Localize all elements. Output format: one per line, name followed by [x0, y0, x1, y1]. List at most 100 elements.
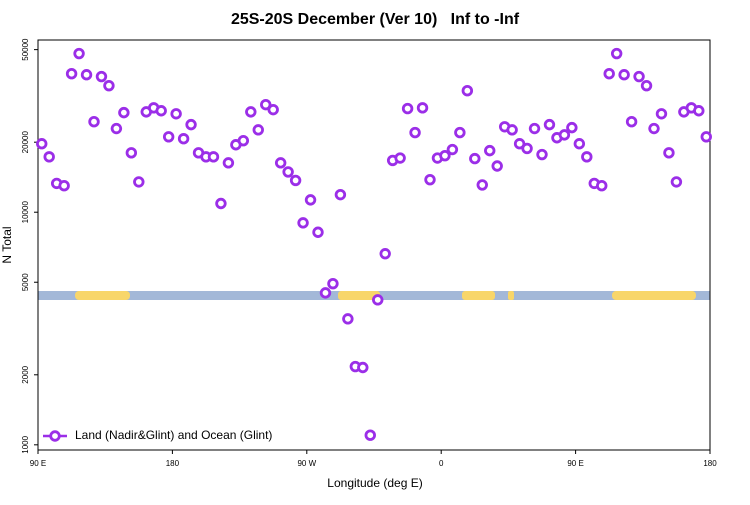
point	[110, 122, 123, 135]
point	[364, 429, 376, 441]
point	[640, 79, 653, 92]
point	[648, 122, 660, 135]
x-tick-label: 90 E	[567, 459, 583, 468]
point	[185, 118, 197, 131]
point	[319, 287, 332, 299]
y-axis-label: N Total	[0, 226, 14, 263]
point	[260, 98, 272, 111]
x-tick-label: 90 W	[297, 459, 316, 468]
point	[655, 108, 668, 120]
point	[536, 148, 548, 161]
point	[73, 47, 85, 60]
point	[267, 103, 279, 116]
point	[506, 124, 518, 136]
x-tick-label: 180	[703, 459, 717, 468]
x-tick-label: 90 E	[30, 459, 46, 468]
land-band	[508, 291, 514, 300]
point	[663, 147, 675, 159]
y-tick-label: 10000	[21, 201, 30, 224]
point	[357, 361, 369, 374]
point	[222, 157, 235, 169]
point	[252, 124, 264, 136]
point	[342, 313, 354, 325]
point	[469, 152, 481, 165]
point	[36, 138, 48, 150]
point	[304, 194, 317, 206]
chart-title: 25S-20S December (Ver 10) Inf to -Inf	[231, 11, 520, 28]
point	[245, 106, 257, 118]
point	[461, 84, 474, 97]
point	[334, 188, 347, 201]
point	[312, 226, 324, 238]
point	[633, 70, 645, 83]
point	[170, 108, 182, 120]
legend-label: Land (Nadir&Glint) and Ocean (Glint)	[75, 428, 272, 442]
point	[446, 143, 459, 156]
point	[476, 179, 488, 191]
point	[610, 47, 623, 60]
point	[207, 151, 220, 163]
point	[379, 248, 391, 260]
point	[65, 67, 78, 80]
point	[118, 106, 130, 119]
point	[603, 67, 615, 80]
y-tick-label: 1000	[21, 435, 30, 453]
point	[372, 294, 384, 306]
y-tick-label: 50000	[21, 38, 30, 61]
x-tick-label: 180	[166, 459, 180, 468]
point	[95, 70, 108, 83]
point	[566, 121, 578, 134]
point	[528, 122, 541, 135]
surface-band	[38, 291, 710, 300]
point	[327, 277, 339, 290]
land-band	[75, 291, 130, 300]
point	[88, 115, 100, 128]
point	[693, 105, 705, 117]
point	[162, 131, 175, 143]
point	[596, 180, 608, 192]
point	[543, 118, 556, 131]
y-tick-label: 5000	[21, 273, 30, 291]
point	[409, 126, 421, 139]
point	[700, 131, 712, 143]
point	[454, 126, 466, 139]
point	[282, 166, 294, 178]
point	[237, 134, 250, 147]
point	[155, 105, 167, 117]
point	[401, 102, 414, 115]
point	[58, 180, 70, 192]
point	[215, 197, 227, 210]
point	[274, 157, 287, 169]
land-band	[612, 291, 696, 300]
point	[618, 69, 630, 81]
point	[670, 176, 683, 188]
plot-frame	[37, 39, 711, 451]
point	[297, 217, 309, 229]
point	[439, 149, 451, 162]
point	[289, 174, 302, 187]
point	[177, 133, 190, 145]
point	[125, 147, 138, 159]
point	[80, 69, 93, 81]
point	[581, 151, 593, 163]
point	[625, 115, 638, 128]
point	[491, 160, 503, 172]
x-tick-label: 0	[439, 459, 444, 468]
point	[133, 176, 145, 188]
x-axis-label: Longitude (deg E)	[327, 476, 422, 490]
point	[484, 144, 496, 157]
point	[558, 129, 571, 141]
point	[103, 79, 115, 92]
point	[573, 138, 586, 150]
y-tick-label: 20000	[21, 131, 30, 154]
y-tick-label: 2000	[21, 365, 30, 383]
legend-marker	[49, 430, 61, 442]
point	[43, 151, 55, 163]
point	[394, 152, 406, 164]
land-band	[462, 291, 495, 300]
land-band	[338, 291, 380, 300]
point	[521, 142, 533, 155]
point	[424, 173, 436, 186]
point	[416, 102, 429, 114]
